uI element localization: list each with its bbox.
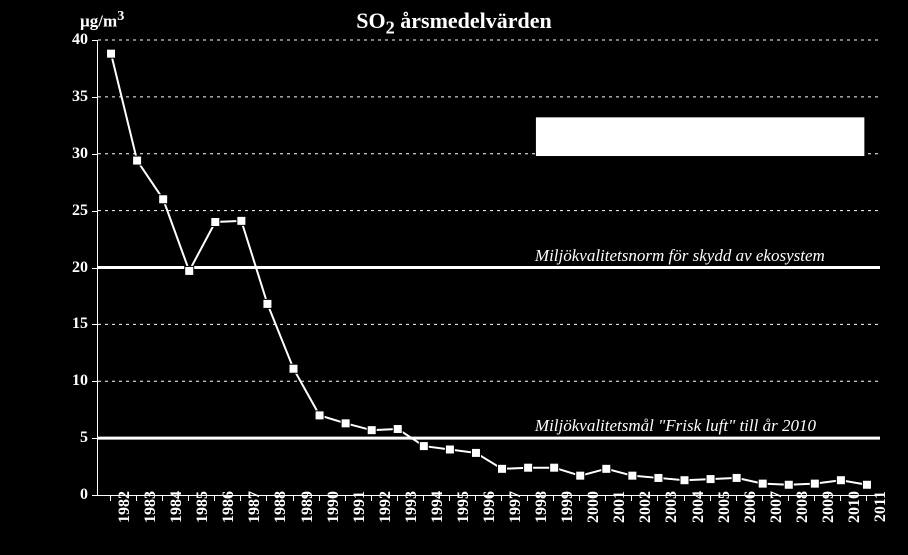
x-tick-label: 2001: [611, 491, 629, 541]
x-tick-label: 1997: [507, 491, 525, 541]
x-tick-mark: [788, 496, 789, 501]
y-tick-label: 40: [72, 31, 88, 49]
reference-line-label: Miljökvalitetsnorm för skydd av ekosyste…: [535, 246, 825, 266]
y-tick-label: 0: [80, 486, 88, 504]
x-tick-label: 1987: [246, 491, 264, 541]
x-tick-mark: [579, 496, 580, 501]
x-tick-label: 1998: [533, 491, 551, 541]
x-tick-label: 2000: [585, 491, 603, 541]
x-tick-mark: [266, 496, 267, 501]
y-tick-label: 15: [72, 315, 88, 333]
y-axis-unit: µg/m3: [80, 8, 124, 32]
x-tick-mark: [814, 496, 815, 501]
x-tick-label: 1982: [116, 491, 134, 541]
reference-line-label: Miljökvalitetsmål "Frisk luft" till år 2…: [535, 416, 816, 436]
x-tick-mark: [136, 496, 137, 501]
x-tick-label: 1990: [325, 491, 343, 541]
x-tick-label: 1984: [168, 491, 186, 541]
y-tick-mark: [92, 211, 97, 212]
x-tick-label: 2006: [742, 491, 760, 541]
x-tick-label: 1991: [351, 491, 369, 541]
x-tick-mark: [188, 496, 189, 501]
x-tick-mark: [345, 496, 346, 501]
y-tick-label: 5: [80, 429, 88, 447]
y-tick-label: 25: [72, 202, 88, 220]
x-tick-mark: [605, 496, 606, 501]
x-tick-label: 2010: [846, 491, 864, 541]
x-tick-label: 1989: [299, 491, 317, 541]
x-tick-mark: [240, 496, 241, 501]
x-tick-mark: [397, 496, 398, 501]
x-tick-mark: [866, 496, 867, 501]
x-tick-mark: [840, 496, 841, 501]
x-tick-mark: [449, 496, 450, 501]
x-tick-mark: [293, 496, 294, 501]
x-tick-mark: [162, 496, 163, 501]
x-tick-label: 2003: [663, 491, 681, 541]
x-tick-label: 2005: [716, 491, 734, 541]
x-tick-mark: [371, 496, 372, 501]
x-tick-label: 2007: [768, 491, 786, 541]
y-tick-mark: [92, 40, 97, 41]
x-tick-label: 1988: [272, 491, 290, 541]
x-tick-label: 1995: [455, 491, 473, 541]
x-tick-mark: [657, 496, 658, 501]
x-tick-mark: [553, 496, 554, 501]
chart-title: SO2 årsmedelvärden: [0, 8, 908, 38]
y-tick-mark: [92, 268, 97, 269]
x-tick-mark: [736, 496, 737, 501]
y-tick-mark: [92, 154, 97, 155]
y-tick-label: 10: [72, 372, 88, 390]
x-tick-label: 2011: [872, 491, 890, 541]
y-tick-mark: [92, 381, 97, 382]
x-tick-mark: [214, 496, 215, 501]
x-tick-mark: [527, 496, 528, 501]
x-tick-label: 1996: [481, 491, 499, 541]
x-tick-label: 2008: [794, 491, 812, 541]
x-tick-label: 1986: [220, 491, 238, 541]
x-tick-label: 1999: [559, 491, 577, 541]
x-tick-mark: [631, 496, 632, 501]
x-tick-mark: [319, 496, 320, 501]
x-tick-label: 2004: [690, 491, 708, 541]
so2-chart: SO2 årsmedelvärden µg/m3 0 5 10 15 20 25 30 35 4…: [0, 0, 908, 555]
x-tick-label: 2009: [820, 491, 838, 541]
x-tick-mark: [762, 496, 763, 501]
x-tick-mark: [684, 496, 685, 501]
y-tick-label: 20: [72, 259, 88, 277]
y-tick-mark: [92, 495, 97, 496]
x-tick-label: 1993: [403, 491, 421, 541]
x-tick-label: 1994: [429, 491, 447, 541]
y-tick-mark: [92, 438, 97, 439]
y-tick-label: 30: [72, 145, 88, 163]
x-tick-label: 1985: [194, 491, 212, 541]
x-tick-label: 2002: [637, 491, 655, 541]
y-tick-label: 35: [72, 88, 88, 106]
y-tick-mark: [92, 97, 97, 98]
x-tick-label: 1992: [377, 491, 395, 541]
x-tick-mark: [423, 496, 424, 501]
x-tick-mark: [475, 496, 476, 501]
x-tick-label: 1983: [142, 491, 160, 541]
x-tick-mark: [110, 496, 111, 501]
x-tick-mark: [501, 496, 502, 501]
y-tick-mark: [92, 324, 97, 325]
x-tick-mark: [710, 496, 711, 501]
